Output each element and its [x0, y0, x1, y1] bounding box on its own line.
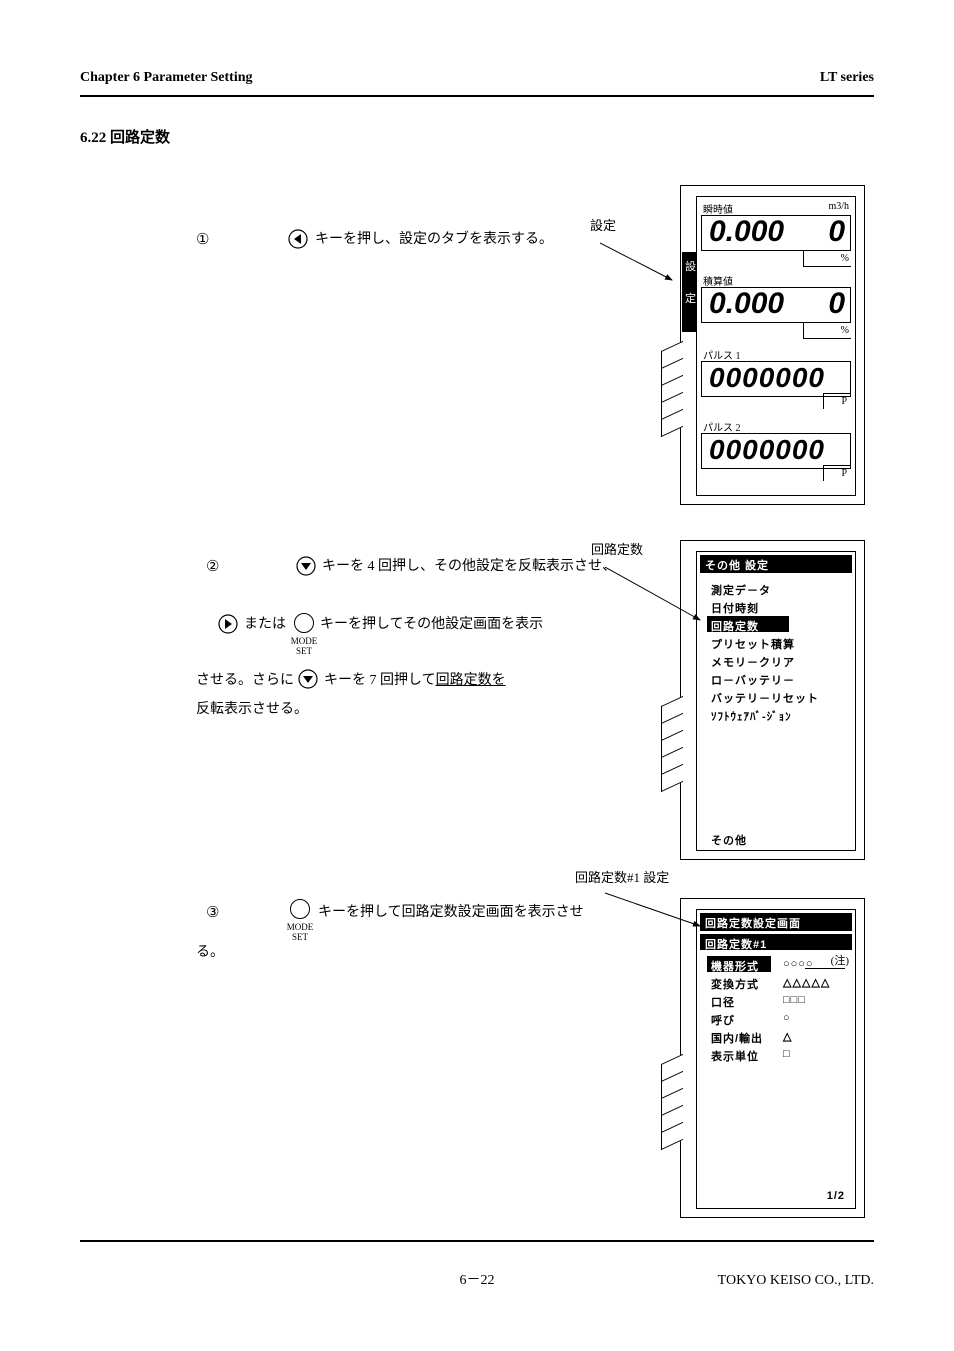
d3-val-5: □ — [783, 1048, 791, 1060]
left-arrow-icon — [288, 229, 308, 249]
callout-3-label: 回路定数#1 設定 — [575, 868, 669, 888]
step2-line2a: または — [244, 614, 286, 636]
d3-note: (注) — [831, 952, 849, 968]
d3-item-3: 呼び — [711, 1012, 735, 1028]
mode-set-label-2: MODESET — [285, 922, 315, 942]
down-arrow-icon — [296, 556, 316, 576]
tab-stack-2 — [661, 701, 683, 786]
d3-val-3: ○ — [783, 1012, 791, 1024]
step-1-number: ① — [196, 230, 209, 249]
d3-sec: 回路定数#1 — [705, 936, 767, 952]
page-header-left: Chapter 6 Parameter Setting — [80, 70, 253, 86]
d2-lower: その他 — [711, 832, 747, 848]
d1-inst-label: 瞬時値 — [703, 201, 733, 216]
callout-1-label: 設定 — [590, 216, 616, 236]
d3-page: 1/2 — [827, 1190, 845, 1202]
section-title: 6.22 回路定数 — [80, 126, 170, 147]
d1-inst-unit: m3/h — [828, 201, 849, 212]
lcd-display-1: 設定 瞬時値 m3/h 0.000 0 % 積算値 0.000 0 % パルス … — [680, 185, 865, 505]
step-1-text: キーを押し、設定のタブを表示する。 — [315, 229, 553, 251]
d1-total-value: 0.000 — [709, 287, 784, 321]
right-arrow-icon — [218, 614, 238, 634]
footer-right: TOKYO KEISO CO., LTD. — [718, 1273, 874, 1289]
d3-item-0: 機器形式 — [711, 958, 759, 974]
d3-title: 回路定数設定画面 — [705, 915, 801, 931]
down-arrow-icon-2 — [298, 669, 318, 689]
mode-set-key-icon — [294, 613, 314, 633]
d2-item-3: プリセット積算 — [711, 636, 795, 652]
step3-line1: キーを押して回路定数設定画面を表示させ — [318, 902, 584, 924]
tab-stack-1 — [661, 346, 683, 431]
d2-item-4: メモリ－クリア — [711, 654, 795, 670]
step2-line4: 反転表示させる。 — [196, 699, 308, 721]
step-3-number: ③ — [206, 903, 219, 922]
d2-item-7: ｿﾌﾄｳｪｱﾊﾞ-ｼﾞｮﾝ — [711, 708, 792, 724]
step2-line3a: させる。さらに — [196, 670, 294, 692]
step3-line2: る。 — [196, 942, 224, 964]
callout-arrow-3 — [605, 888, 705, 938]
d1-p2-label: パルス 2 — [703, 419, 741, 434]
d1-p1-unit: P — [841, 396, 847, 407]
d3-item-1: 変換方式 — [711, 976, 759, 992]
lcd-display-2: その他 設定 測定デ－タ 日付時刻 回路定数 プリセット積算 メモリ－クリア ロ… — [680, 540, 865, 860]
step2-line3b: キーを 7 回押して回路定数を — [324, 670, 506, 692]
page-header-right: LT series — [820, 70, 874, 86]
d3-val-0: ○○○○ — [783, 958, 814, 970]
tab-stack-3 — [661, 1059, 683, 1144]
d2-item-0: 測定デ－タ — [711, 582, 771, 598]
lcd-display-3: 回路定数設定画面 回路定数#1 (注) 機器形式 ○○○○ 変換方式 △△△△△… — [680, 898, 865, 1218]
step-2-number: ② — [206, 557, 219, 576]
d3-item-4: 国内/輸出 — [711, 1030, 763, 1046]
d2-item-2: 回路定数 — [711, 618, 759, 634]
callout-arrow-2 — [605, 562, 705, 632]
footer-center: 6－22 — [460, 1269, 495, 1289]
d2-title: その他 設定 — [705, 557, 769, 573]
d1-p1-label: パルス 1 — [703, 347, 741, 362]
d1-p2-value: 0000000 — [709, 434, 825, 466]
d3-val-1: △△△△△ — [783, 976, 830, 989]
d2-item-1: 日付時刻 — [711, 600, 759, 616]
mode-set-label-1: MODESET — [289, 636, 319, 656]
d1-total-sub: 0 — [828, 287, 845, 321]
step2-line1: キーを 4 回押し、その他設定を反転表示させ、 — [322, 556, 616, 578]
d2-item-5: ロ－バッテリ－ — [711, 672, 795, 688]
d1-inst-sub: 0 — [828, 215, 845, 249]
mode-set-key-icon-2 — [290, 899, 310, 919]
d1-p1-value: 0000000 — [709, 362, 825, 394]
callout-arrow-1 — [600, 238, 680, 298]
d3-val-2: □□□ — [783, 994, 806, 1006]
step2-line2b: キーを押してその他設定画面を表示 — [320, 614, 543, 636]
d2-item-6: バッテリ－リセット — [711, 690, 819, 706]
d3-val-4: △ — [783, 1030, 792, 1043]
d1-inst-value: 0.000 — [709, 215, 784, 249]
display1-sidetab-label: 設定 — [685, 259, 696, 307]
d3-item-2: 口径 — [711, 994, 735, 1010]
callout-2-label: 回路定数 — [591, 540, 643, 560]
d1-p2-unit: P — [841, 468, 847, 479]
d1-total-label: 積算値 — [703, 273, 733, 288]
d3-item-5: 表示単位 — [711, 1048, 759, 1064]
